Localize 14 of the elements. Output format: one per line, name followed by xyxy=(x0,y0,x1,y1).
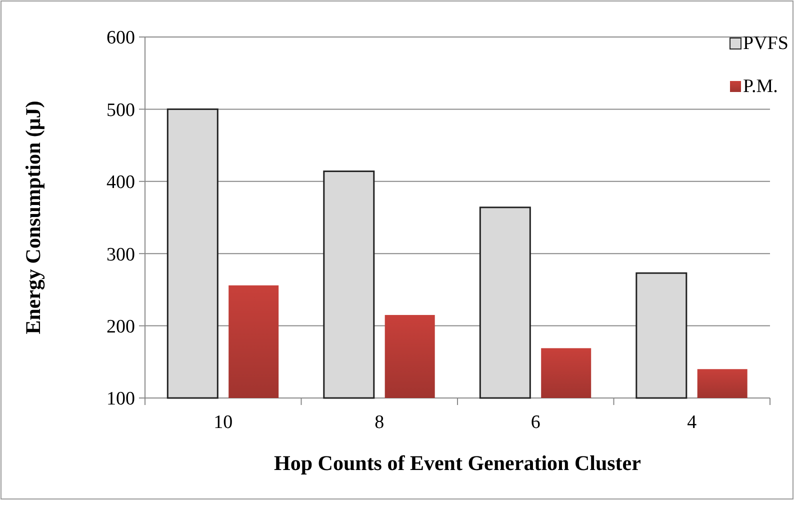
y-tick-label: 100 xyxy=(106,388,135,410)
legend-label: P.M. xyxy=(743,76,778,97)
x-tick-label: 10 xyxy=(214,412,233,433)
y-axis-title: Energy Consumption (μJ) xyxy=(21,100,45,334)
y-tick-label: 400 xyxy=(106,172,135,194)
x-tick-label: 4 xyxy=(687,412,698,433)
x-tick-label: 8 xyxy=(374,412,384,433)
x-axis-title: Hop Counts of Event Generation Cluster xyxy=(274,451,641,475)
legend-label: PVFS xyxy=(743,33,788,54)
x-tick-label: 6 xyxy=(530,412,540,433)
y-tick-label: 600 xyxy=(106,28,135,49)
y-tick-label: 500 xyxy=(106,100,135,121)
y-tick-label: 300 xyxy=(106,244,135,266)
y-tick-label: 200 xyxy=(106,316,135,338)
